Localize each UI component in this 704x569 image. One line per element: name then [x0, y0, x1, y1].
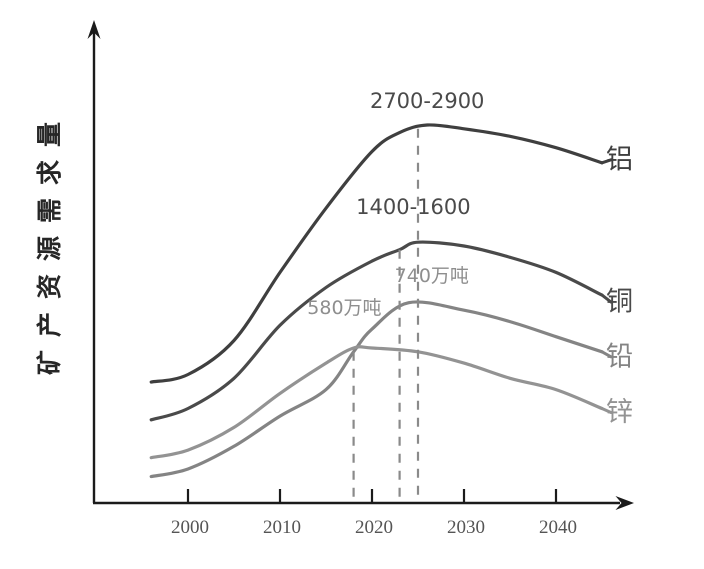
curve-aluminum: [149, 123, 604, 384]
x-tick-label: 2020: [355, 517, 393, 538]
label-connector-copper: [600, 293, 613, 304]
y-axis: 矿产资源需求量: [35, 20, 101, 503]
peak-annotation-3: 580万吨: [307, 297, 381, 319]
curves-layer: [149, 123, 604, 479]
series-label-aluminum: 铝: [606, 144, 633, 175]
curve-copper: [149, 240, 604, 422]
peak-annotation-0: 2700-2900: [370, 89, 484, 113]
x-tick-label: 2040: [539, 517, 577, 538]
series-label-lead: 铅: [606, 341, 633, 372]
peak-annotation-2: 740万吨: [395, 265, 469, 287]
y-axis-title: 矿产资源需求量: [35, 109, 64, 375]
peak-annotation-1: 1400-1600: [356, 195, 470, 219]
x-tick-label: 2030: [447, 517, 485, 538]
series-label-copper: 铜: [606, 287, 633, 318]
x-axis-arrow-icon: [615, 496, 634, 510]
curve-lead: [149, 300, 604, 479]
x-axis: [93, 496, 634, 510]
x-tick-label: 2000: [171, 517, 209, 538]
label-connector-lead: [600, 350, 613, 359]
label-connector-aluminum: [600, 158, 613, 165]
y-axis-arrow-icon: [87, 20, 101, 39]
series-label-zinc: 锌: [606, 397, 633, 428]
curve-zinc: [149, 345, 604, 460]
x-ticks-layer: 2000 2010 2020 2030 2040: [171, 489, 577, 538]
dashed-lines-layer: [352, 128, 420, 501]
label-connector-zinc: [600, 407, 613, 414]
x-tick-label: 2010: [263, 517, 301, 538]
